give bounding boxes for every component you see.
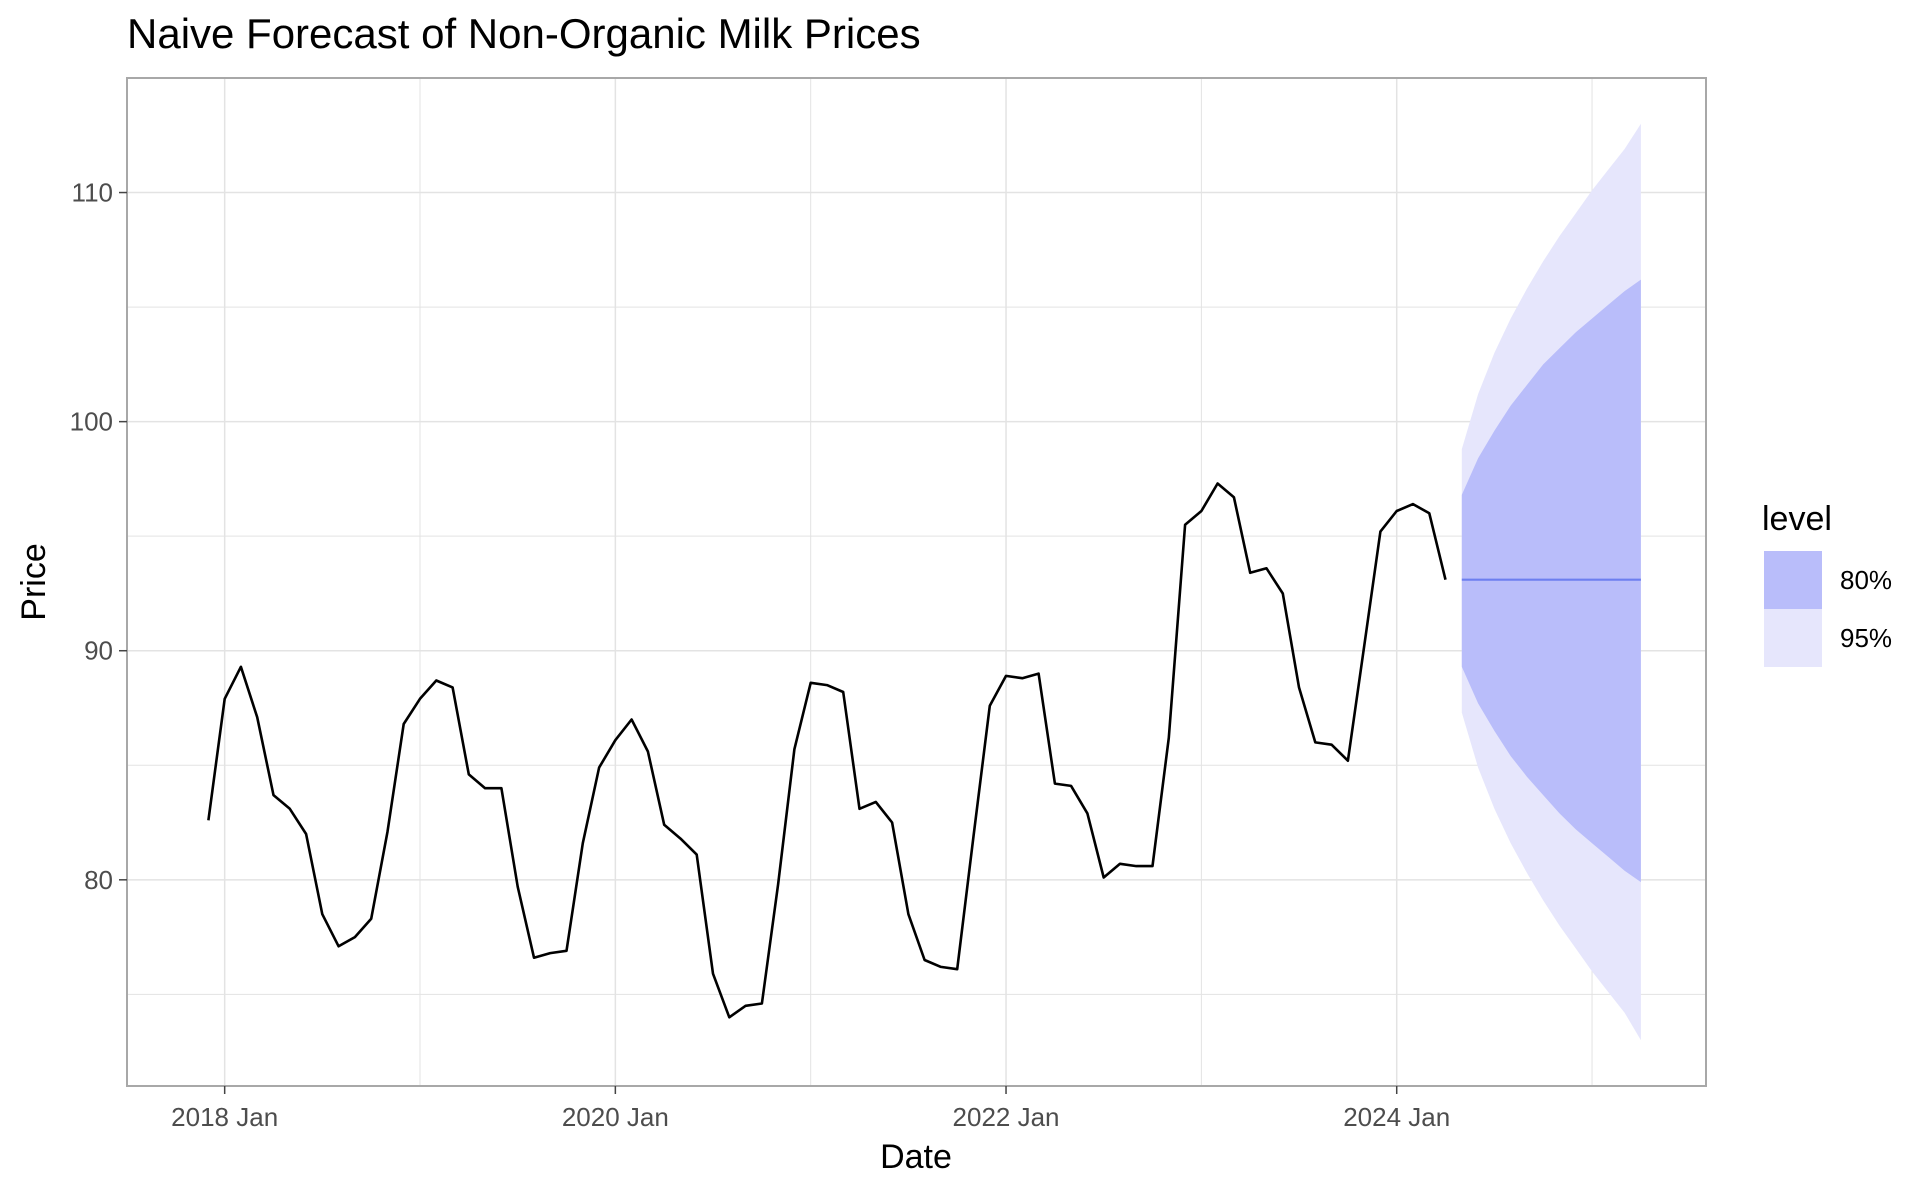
forecast-band-80	[1461, 279, 1641, 883]
legend-swatch	[1764, 551, 1822, 609]
legend-title: level	[1762, 500, 1832, 538]
x-tick-label: 2018 Jan	[171, 1102, 278, 1132]
y-tick-label: 110	[72, 178, 113, 208]
series-lines	[207, 482, 1641, 1019]
legend-label: 95%	[1840, 623, 1892, 653]
axes: 80 90 100 110 2018 Jan 2020 Jan 2022 Jan 2024 J…	[70, 178, 1451, 1132]
y-axis-title: Price	[15, 543, 53, 620]
y-tick-label: 100	[70, 407, 113, 437]
chart-title: Naive Forecast of Non-Organic Milk Price…	[127, 10, 921, 57]
grid-lines	[127, 78, 1706, 1086]
observed-price-line	[207, 482, 1447, 1019]
x-tick-label: 2024 Jan	[1343, 1102, 1450, 1132]
x-tick-label: 2022 Jan	[953, 1102, 1060, 1132]
panel-border	[126, 77, 1707, 1087]
x-axis-title: Date	[880, 1138, 952, 1176]
legend: level 80% 95%	[1762, 500, 1892, 667]
x-tick-label: 2020 Jan	[562, 1102, 669, 1132]
legend-label: 80%	[1840, 565, 1892, 595]
y-tick-label: 90	[84, 636, 113, 666]
forecast-bands	[1461, 123, 1641, 1041]
y-tick-label: 80	[84, 865, 113, 895]
legend-swatch	[1764, 609, 1822, 667]
